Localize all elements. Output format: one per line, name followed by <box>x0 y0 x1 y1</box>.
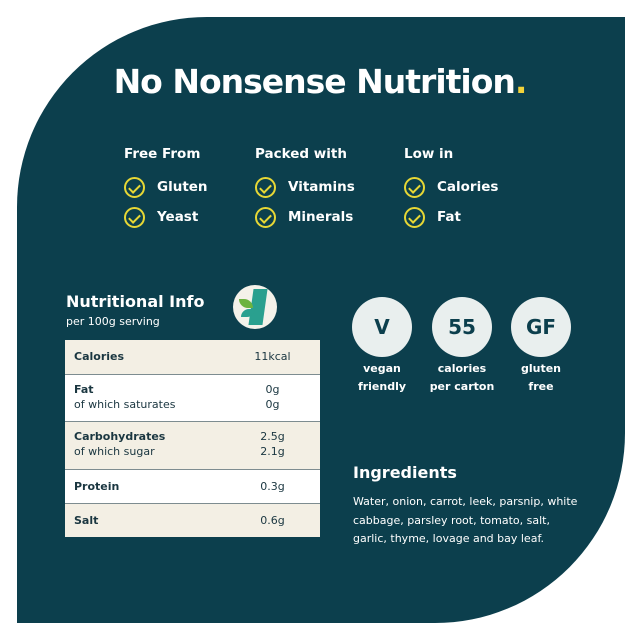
list-item: Gluten <box>124 172 208 202</box>
check-icon <box>404 176 425 198</box>
table-row: Protein 0.3g <box>65 468 320 503</box>
check-icon <box>255 206 276 228</box>
column-packed-with: Packed with Vitamins Minerals <box>255 146 355 232</box>
check-icon <box>124 176 145 198</box>
table-row: of which saturates 0g <box>65 395 320 422</box>
badge-label: gluten free <box>520 362 562 393</box>
check-icon <box>255 176 276 198</box>
ingredients-text: Water, onion, carrot, leek, parsnip, whi… <box>353 495 578 545</box>
badge-label: vegan friendly <box>357 362 407 393</box>
badge-gluten-free: GF <box>511 297 571 357</box>
column-heading: Packed with <box>255 146 347 162</box>
list-item: Fat <box>404 202 498 232</box>
column-low-in: Low in Calories Fat <box>404 146 498 232</box>
column-free-from: Free From Gluten Yeast <box>124 146 208 232</box>
badge-vegan: V <box>352 297 412 357</box>
badge-calories: 55 <box>432 297 492 357</box>
table-row: Fat 0g <box>65 373 320 396</box>
nutrition-heading: Nutritional Info <box>66 292 205 311</box>
list-item: Calories <box>404 172 498 202</box>
column-heading: Free From <box>124 146 201 162</box>
check-icon <box>124 206 145 228</box>
table-row: Carbohydrates 2.5g <box>65 421 320 443</box>
page-title: No Nonsense Nutrition. <box>113 62 528 101</box>
brand-logo-icon <box>233 285 277 329</box>
list-item: Yeast <box>124 202 208 232</box>
badge-label: calories per carton <box>429 362 495 393</box>
ingredients-heading: Ingredients <box>353 463 457 482</box>
column-heading: Low in <box>404 146 454 162</box>
table-row: Calories 11kcal <box>65 340 320 374</box>
list-item: Vitamins <box>255 172 355 202</box>
list-item: Minerals <box>255 202 355 232</box>
table-row: Salt 0.6g <box>65 502 320 537</box>
table-row: of which sugar 2.1g <box>65 443 320 469</box>
check-icon <box>404 206 425 228</box>
nutrition-subheading: per 100g serving <box>66 315 160 328</box>
nutrition-table: Calories 11kcal Fat 0g of which saturates 0… <box>65 340 320 537</box>
